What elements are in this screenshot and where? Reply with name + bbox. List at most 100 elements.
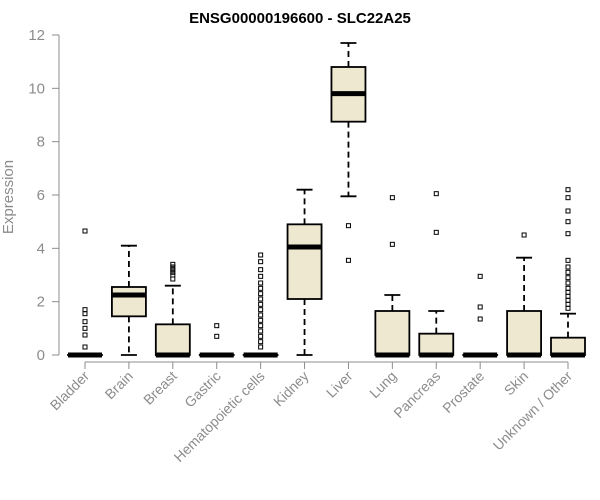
outlier-point [565,289,571,295]
outlier-point [82,307,88,313]
axes: 0 2 4 6 8 10 12 [28,27,569,369]
outlier-point [170,264,176,270]
outlier-point [258,339,264,345]
category-label: Liver [323,368,356,401]
outlier-point [82,344,88,350]
outlier-point [170,272,176,278]
category-label: Lung [366,368,399,401]
outlier-point [565,264,571,270]
outlier-point [565,275,571,281]
outlier-point [477,273,483,279]
y-tick-label: 8 [37,134,45,151]
y-tick-label: 12 [28,27,45,44]
category-label: Bladder [47,368,93,414]
outlier-point [82,332,88,338]
outlier-point [258,328,264,334]
outlier-point [565,297,571,303]
iqr-box [550,336,586,356]
y-tick-label: 10 [28,80,45,97]
iqr-box [418,332,455,356]
category-label: Brain [102,368,136,402]
outlier-point [258,312,264,318]
box-pancreas [418,191,455,358]
iqr-box [506,310,542,356]
outlier-point [389,241,395,247]
outlier-point [477,304,483,310]
category-label: Kidney [270,368,312,410]
outlier-point [258,273,264,279]
outlier-point [82,325,88,331]
outlier-point [258,259,264,265]
box-unknown-other [550,187,586,358]
outlier-point [214,323,220,329]
outlier-point [82,311,88,317]
outlier-point [214,333,220,339]
outlier-point [565,305,571,311]
outlier-point [433,229,439,235]
y-tick-label: 0 [37,347,45,364]
outlier-point [258,307,264,313]
y-tick-label: 6 [37,187,45,204]
outlier-point [433,191,439,197]
outlier-point [565,301,571,307]
box-skin [506,232,542,358]
outlier-point [170,267,176,273]
outlier-point [258,280,264,286]
box-brain [111,244,147,356]
box-liver [330,42,367,263]
box-prostate [462,273,499,358]
category-label: Gastric [181,368,224,411]
category-label: Breast [140,368,180,408]
iqr-box [286,223,323,300]
category-label: Pancreas [390,368,443,421]
outlier-point [565,280,571,286]
outlier-point [565,187,571,193]
outlier-point [477,316,483,322]
outlier-point [258,333,264,339]
outlier-point [565,269,571,275]
outlier-point [345,257,351,263]
outlier-point [565,219,571,225]
outlier-point [170,269,176,275]
outlier-point [565,195,571,201]
category-label: Skin [501,368,532,399]
outlier-point [258,301,264,307]
y-tick-label: 4 [37,240,45,257]
outlier-point [170,276,176,282]
outlier-point [258,285,264,291]
box-breast [154,261,191,358]
outlier-point [565,257,571,263]
outlier-point [565,285,571,291]
box-bladder [67,228,103,358]
category-label: Prostate [439,368,487,416]
iqr-box [111,286,147,318]
outlier-point [258,296,264,302]
iqr-box [374,310,411,356]
chart-title: ENSG00000196600 - SLC22A25 [189,10,411,27]
outlier-point [258,267,264,273]
outlier-point [258,344,264,350]
y-axis-label: Expression [0,160,17,234]
y-tick-label: 2 [37,294,45,311]
box-hematopoietic-cells [242,252,279,358]
outlier-point [258,252,264,258]
outlier-point [82,228,88,234]
outlier-point [258,317,264,323]
box-lung [374,195,411,358]
box-kidney [286,188,323,356]
boxes [67,42,586,358]
outlier-point [565,293,571,299]
outlier-point [521,232,527,238]
outlier-point [82,319,88,325]
outlier-point [345,223,351,229]
iqr-box [154,323,191,356]
outlier-point [565,208,571,214]
box-gastric [198,323,235,358]
outlier-point [565,231,571,237]
category-label: Unknown / Other [490,368,576,454]
outlier-point [389,195,395,201]
outlier-point [258,291,264,297]
